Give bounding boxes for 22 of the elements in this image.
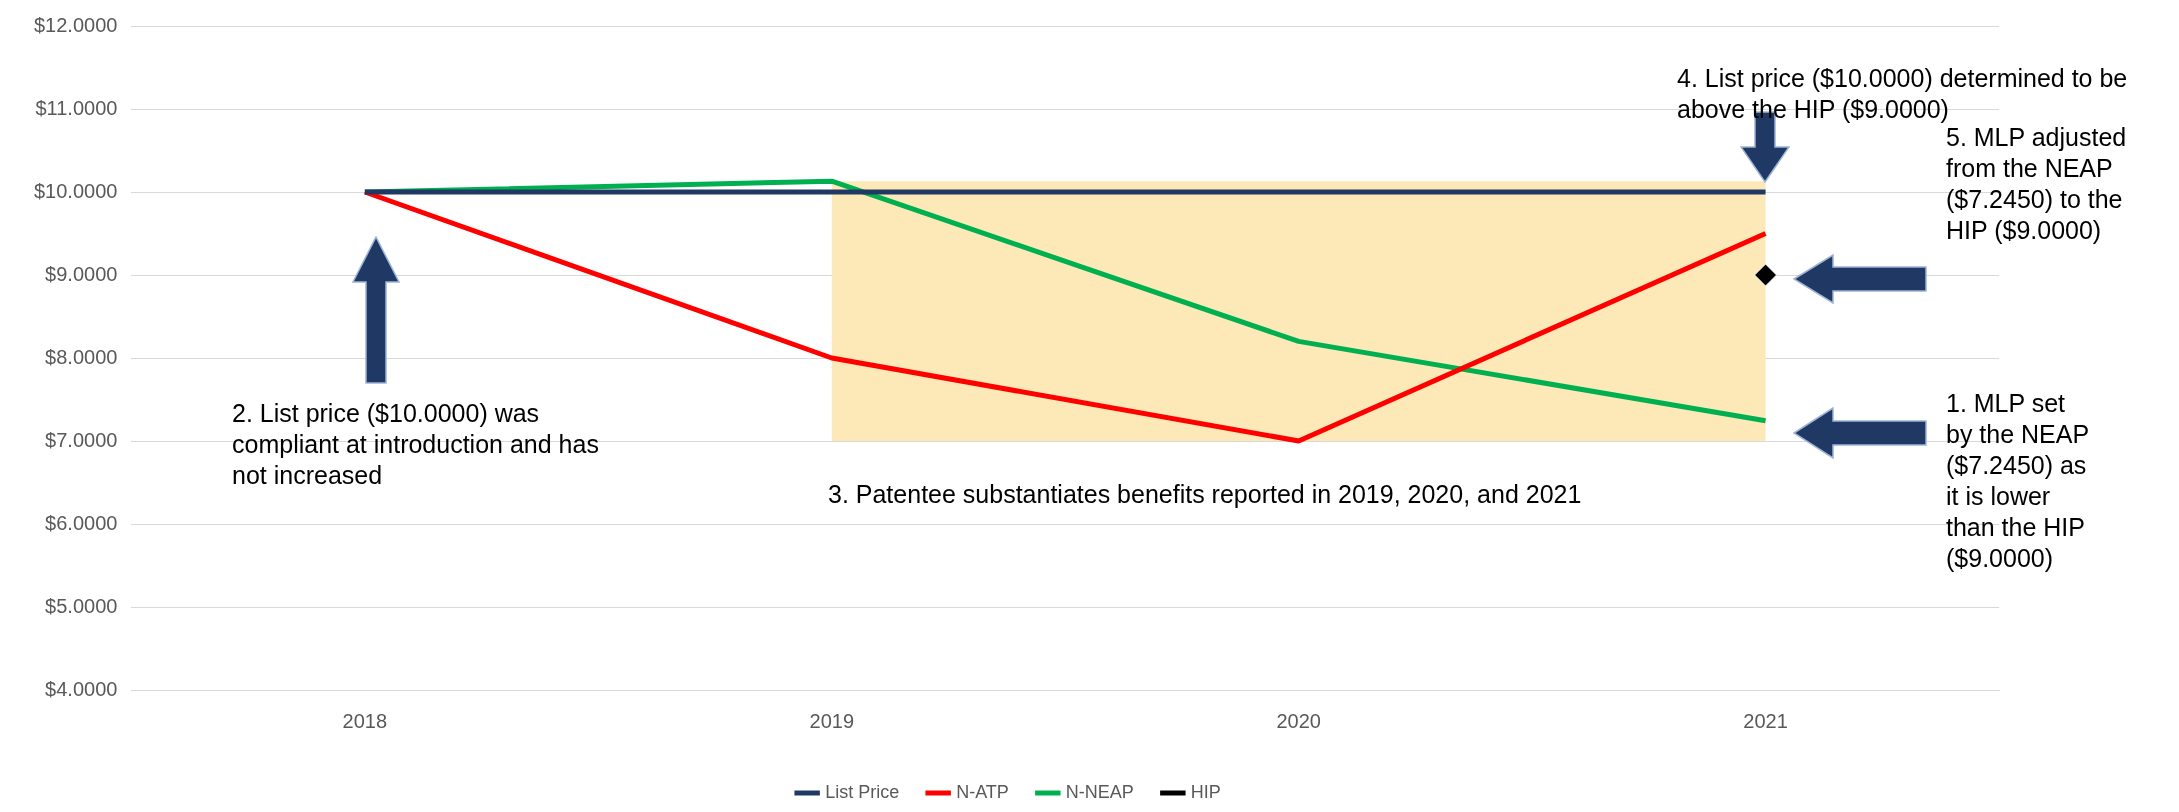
annotation: 2. List price ($10.0000) was compliant at introduction and has not increased	[232, 398, 600, 491]
legend-label: N-ATP	[956, 781, 1009, 802]
annotation: 5. MLP adjusted from the NEAP ($7.2450) to the HIP ($9.0000)	[1946, 123, 2128, 246]
y-tick-label: $4.0000	[45, 677, 118, 700]
legend-label: N-NEAP	[1065, 781, 1134, 802]
x-tick-label: 2021	[1743, 709, 1788, 732]
y-tick-label: $6.0000	[45, 511, 118, 534]
annotation: 4. List price ($10.0000) determined to be above the HIP ($9.0000)	[1677, 63, 2129, 125]
y-tick-label: $5.0000	[45, 594, 118, 617]
y-tick-label: $9.0000	[45, 262, 118, 285]
legend-label: List Price	[825, 781, 900, 802]
x-tick-label: 2018	[342, 709, 388, 732]
y-tick-label: $10.0000	[34, 179, 118, 202]
y-tick-label: $8.0000	[45, 345, 118, 368]
annotation: 3. Patentee substantiates benefits reported in 2019, 2020, and 2021	[828, 479, 1583, 510]
y-tick-label: $11.0000	[35, 96, 118, 119]
annotation: 1. MLP set by the NEAP ($7.2450) as it is lower than the HIP ($9.0000)	[1946, 388, 2090, 574]
legend-label: HIP	[1190, 781, 1221, 802]
x-tick-label: 2019	[809, 709, 855, 732]
y-tick-label: $12.0000	[34, 13, 118, 36]
x-tick-label: 2020	[1276, 709, 1321, 732]
y-tick-label: $7.0000	[45, 428, 118, 451]
